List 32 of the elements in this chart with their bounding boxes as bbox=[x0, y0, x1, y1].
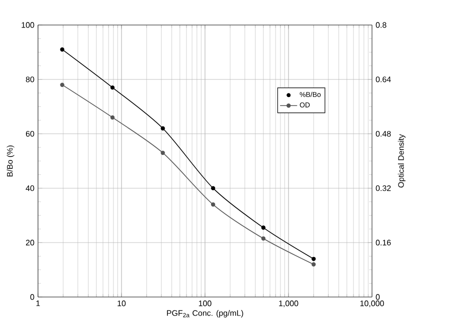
y2-tick-label: 0.64 bbox=[376, 76, 391, 82]
y2-tick-label: 0 bbox=[376, 294, 380, 300]
point bbox=[110, 115, 115, 120]
y-tick-label: 100 bbox=[22, 22, 34, 28]
y-tick-label: 0 bbox=[30, 294, 34, 300]
x-axis-title: PGF$_{2a}$ Conc. (pg/mL) bbox=[167, 310, 244, 318]
point bbox=[261, 226, 266, 230]
y2-tick-label: 0.32 bbox=[376, 185, 391, 192]
point bbox=[312, 256, 316, 262]
x-tick-label: 10 bbox=[118, 300, 126, 306]
point bbox=[312, 262, 316, 266]
x-tick-label: 10,000 bbox=[360, 300, 384, 308]
point bbox=[110, 85, 115, 90]
point bbox=[60, 82, 64, 87]
y2-tick-label: 0.16 bbox=[376, 240, 391, 246]
x-tick-label: 1,000 bbox=[279, 300, 298, 308]
y-axis-title: B/Bo (%) bbox=[6, 146, 14, 176]
y-tick-label: 40 bbox=[26, 185, 34, 192]
x-tick-label: 100 bbox=[198, 300, 212, 306]
point bbox=[160, 150, 165, 155]
point bbox=[210, 186, 216, 190]
point bbox=[160, 126, 165, 130]
y-tick-label: 60 bbox=[26, 130, 34, 137]
y-tick-label: 20 bbox=[26, 240, 34, 246]
point bbox=[60, 47, 64, 52]
point bbox=[210, 202, 216, 207]
point bbox=[261, 236, 266, 241]
y2-tick-label: 0.8 bbox=[376, 22, 386, 28]
y-tick-label: 80 bbox=[26, 76, 34, 82]
y2-axis-title: Optical Density bbox=[398, 134, 406, 188]
y2-tick-label: 0.48 bbox=[376, 130, 391, 137]
x-tick-label: 1 bbox=[36, 300, 40, 306]
